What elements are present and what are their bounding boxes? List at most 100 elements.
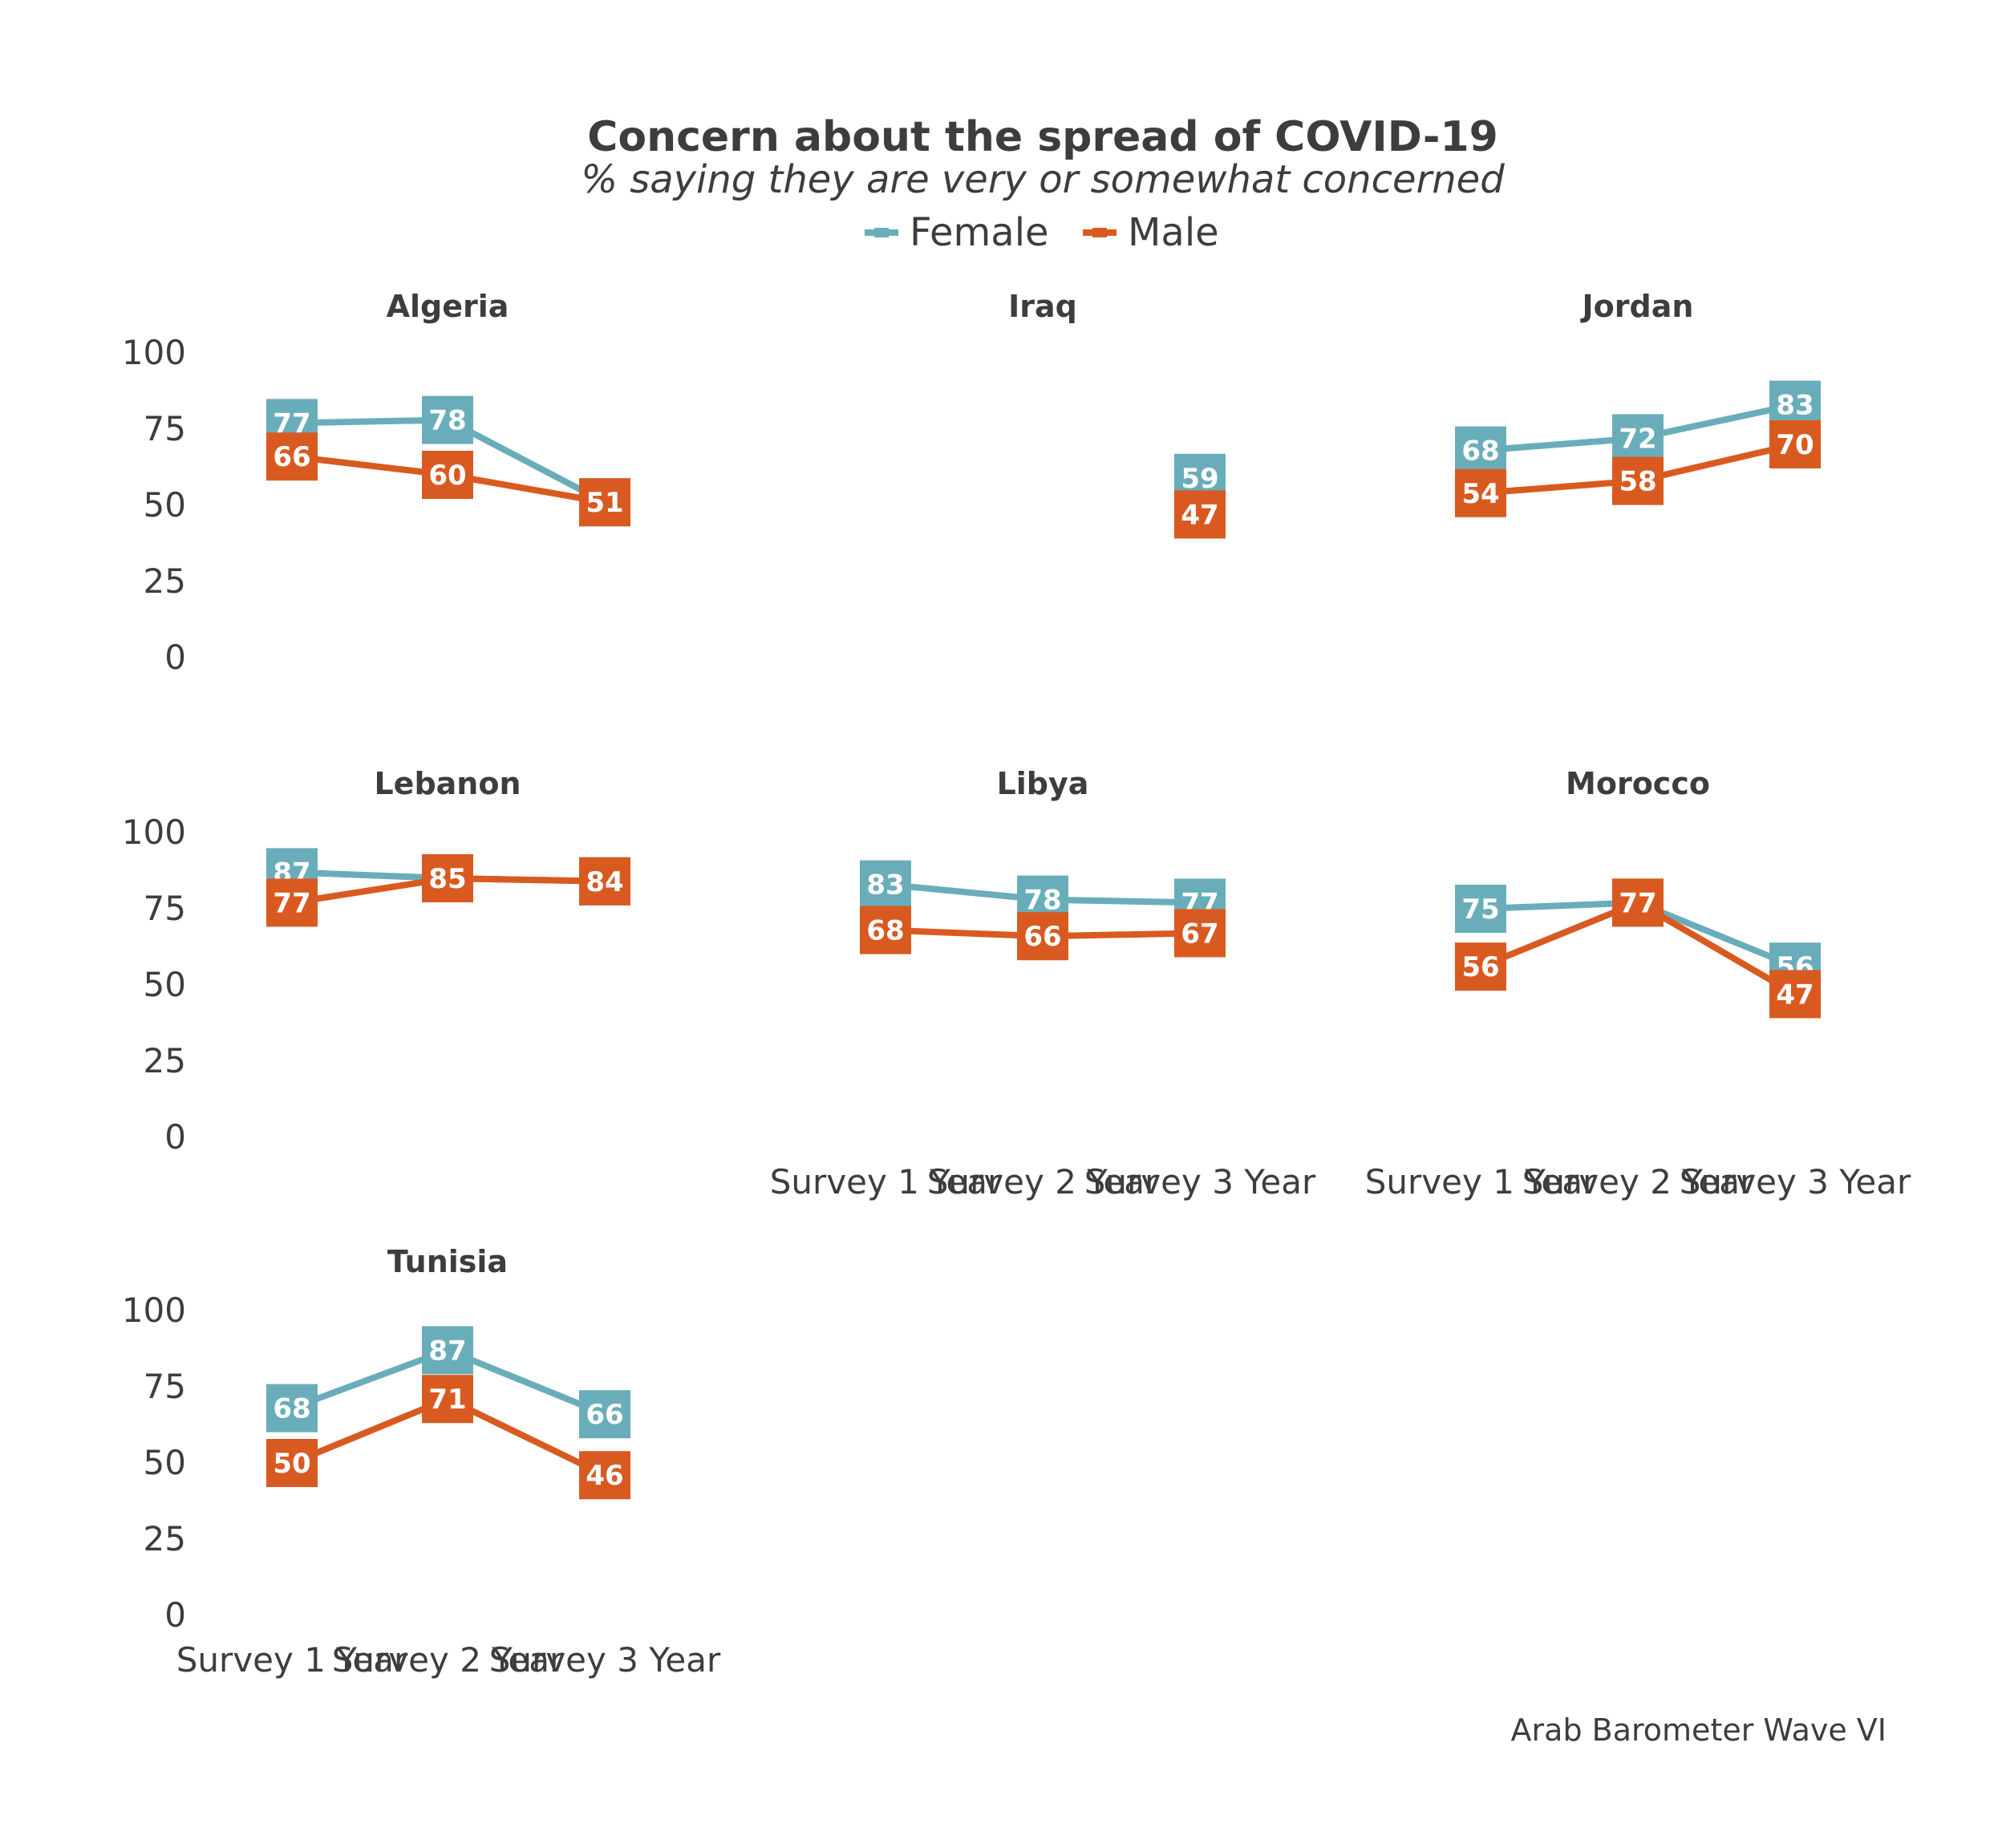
data-label-male: 58 (1619, 466, 1656, 498)
point-female (1455, 885, 1506, 933)
panel-algeria: Algeria0255075100777851666051 (122, 289, 630, 677)
data-label-female: 68 (1461, 436, 1499, 468)
data-label-female: 59 (1181, 463, 1218, 495)
data-label-male: 71 (428, 1384, 466, 1416)
y-tick-label: 100 (122, 333, 186, 372)
data-label-male: 50 (273, 1448, 310, 1480)
data-label-male: 54 (1461, 478, 1499, 510)
panel-iraq: Iraq 59 47 (1008, 289, 1226, 539)
y-tick-label: 100 (122, 1291, 186, 1330)
legend: Female Male (865, 210, 1219, 255)
data-label-male: 66 (273, 441, 310, 473)
y-tick-label: 75 (144, 1367, 186, 1406)
data-label-male: 51 (586, 487, 623, 519)
data-label-male: 56 (1461, 951, 1499, 983)
point-female (1455, 426, 1506, 475)
data-label-male: 47 (1181, 499, 1218, 531)
y-tick-label: 25 (144, 561, 186, 601)
panel-title: Algeria (387, 289, 509, 324)
point-female (422, 1326, 473, 1375)
point-male (579, 478, 630, 527)
legend-label-male: Male (1128, 210, 1219, 255)
panel-title: Jordan (1580, 289, 1694, 324)
point-male (422, 854, 473, 902)
y-tick-label: 25 (144, 1519, 186, 1558)
data-label-male: 47 (1776, 979, 1814, 1011)
point-male (579, 1451, 630, 1500)
panel-title: Iraq (1008, 289, 1077, 324)
legend-label-female: Female (910, 210, 1049, 255)
y-tick-label: 50 (144, 485, 186, 525)
legend-item-female: Female (865, 210, 1049, 255)
data-label-male: 70 (1776, 429, 1814, 461)
x-tick-label: Survey 2 Year (927, 1162, 1159, 1202)
point-male (1455, 942, 1506, 991)
data-label-female: 72 (1619, 423, 1656, 455)
x-tick-label: Survey 1 Year (176, 1640, 408, 1680)
data-label-male: 77 (1619, 887, 1656, 919)
point-male (1769, 420, 1821, 468)
point-female (422, 395, 473, 444)
x-tick-label: Survey 2 Year (1522, 1162, 1754, 1202)
chart-subtitle: % saying they are very or somewhat conce… (581, 157, 1505, 202)
y-tick-label: 75 (144, 409, 186, 448)
data-label-male: 77 (273, 887, 310, 919)
data-label-male: 60 (428, 460, 466, 492)
data-label-female: 78 (1023, 885, 1061, 917)
data-label-male: 85 (428, 863, 466, 895)
data-label-female: 83 (1776, 390, 1814, 422)
point-male (422, 1375, 473, 1424)
point-male (266, 432, 318, 481)
x-tick-label: Survey 1 Year (770, 1162, 1002, 1202)
data-label-female: 75 (1461, 894, 1499, 926)
data-label-male: 68 (866, 915, 904, 947)
y-tick-label: 25 (144, 1041, 186, 1080)
panel-lebanon: Lebanon0255075100878584778584 (122, 766, 630, 1157)
x-tick-label: Survey 3 Year (489, 1640, 721, 1680)
y-tick-label: 75 (144, 889, 186, 928)
point-male (1174, 909, 1226, 958)
data-label-female: 83 (866, 869, 904, 902)
y-tick-label: 0 (164, 1117, 186, 1157)
point-male (1769, 970, 1821, 1019)
data-label-female: 87 (428, 1335, 466, 1367)
point-male (579, 857, 630, 906)
panel-title: Morocco (1566, 766, 1710, 801)
chart-caption: Arab Barometer Wave VI (1511, 1712, 1886, 1748)
y-tick-label: 100 (122, 813, 186, 852)
panel-title: Libya (997, 766, 1089, 801)
point-male (1612, 456, 1664, 505)
x-tick-label: Survey 3 Year (1084, 1162, 1316, 1202)
point-female (579, 1390, 630, 1439)
point-male (1455, 468, 1506, 517)
data-label-male: 67 (1181, 918, 1218, 950)
data-label-female: 66 (586, 1399, 623, 1431)
point-male (422, 451, 473, 499)
panel-jordan: Jordan 68 72 83 54 58 70 (1455, 289, 1821, 517)
panel-title: Tunisia (387, 1244, 508, 1279)
y-tick-label: 0 (164, 1595, 186, 1635)
data-label-female: 78 (428, 405, 466, 437)
data-label-male: 84 (586, 866, 623, 898)
x-tick-label: Survey 3 Year (1680, 1162, 1911, 1202)
point-male (266, 878, 318, 927)
x-tick-label: Survey 2 Year (332, 1640, 564, 1680)
data-label-male: 46 (586, 1460, 623, 1492)
y-tick-label: 0 (164, 638, 186, 677)
x-tick-label: Survey 1 Year (1365, 1162, 1597, 1202)
y-tick-label: 50 (144, 965, 186, 1004)
panels: Algeria0255075100777851666051Iraq5947Jor… (122, 289, 1911, 1680)
panel-title: Lebanon (374, 766, 521, 801)
y-tick-label: 50 (144, 1443, 186, 1482)
point-male (1612, 878, 1664, 927)
point-male (1174, 490, 1226, 539)
point-female (1612, 414, 1664, 463)
data-label-female: 68 (273, 1393, 310, 1425)
chart-title: Concern about the spread of COVID-19 (587, 113, 1498, 161)
point-male (1017, 912, 1068, 961)
data-label-male: 66 (1023, 921, 1061, 953)
point-female (266, 1384, 318, 1433)
